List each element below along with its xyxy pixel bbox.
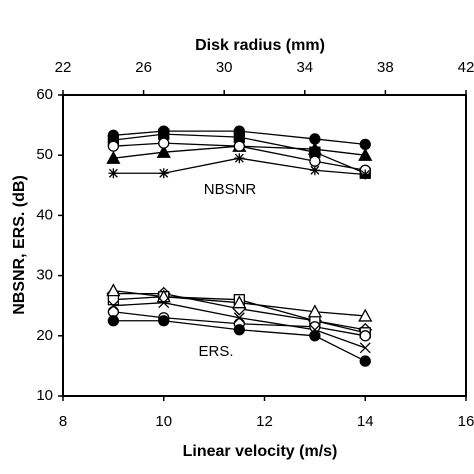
marker [107, 315, 120, 327]
x-tick-label: 14 [357, 413, 374, 430]
marker [359, 355, 371, 367]
x2-tick-label: 22 [55, 59, 72, 76]
marker [232, 295, 247, 309]
x-tick-label: 12 [256, 413, 273, 430]
y-tick-label: 60 [36, 86, 53, 103]
y-tick-label: 50 [36, 146, 53, 163]
x-tick-label: 8 [59, 413, 67, 430]
annotation: ERS. [198, 343, 233, 360]
annotation: NBSNR [204, 181, 257, 198]
marker [158, 297, 170, 309]
x-axis-title: Linear velocity (m/s) [183, 443, 338, 460]
marker [309, 165, 320, 176]
marker [358, 147, 373, 161]
marker [309, 324, 321, 336]
marker [309, 330, 321, 342]
marker [158, 315, 170, 327]
marker [234, 153, 245, 164]
x2-tick-label: 34 [296, 59, 313, 76]
marker [158, 137, 170, 149]
x2-tick-label: 38 [377, 59, 394, 76]
marker [309, 155, 321, 167]
x2-tick-label: 26 [135, 59, 152, 76]
marker [359, 330, 371, 342]
x2-tick-label: 30 [216, 59, 233, 76]
marker [106, 283, 121, 297]
marker [307, 304, 322, 318]
y-tick-label: 20 [36, 327, 53, 344]
y-tick-label: 40 [36, 206, 53, 223]
marker [156, 144, 171, 158]
marker [233, 324, 245, 336]
marker [233, 140, 245, 152]
x2-axis-title: Disk radius (mm) [195, 37, 325, 54]
marker [359, 342, 371, 354]
marker [360, 169, 371, 180]
marker [106, 150, 121, 164]
y-tick-label: 10 [36, 387, 53, 404]
plot-frame [62, 94, 467, 397]
y-axis-title: NBSNR, ERS. (dB) [11, 175, 28, 315]
x-tick-label: 16 [458, 413, 474, 430]
marker [158, 168, 169, 179]
y-tick-label: 30 [36, 267, 53, 284]
x-tick-label: 10 [155, 413, 172, 430]
marker [233, 312, 245, 324]
marker [358, 308, 373, 322]
marker [107, 140, 120, 152]
x2-tick-label: 42 [458, 59, 474, 76]
marker [108, 168, 119, 179]
marker [307, 141, 322, 155]
marker [107, 300, 119, 312]
